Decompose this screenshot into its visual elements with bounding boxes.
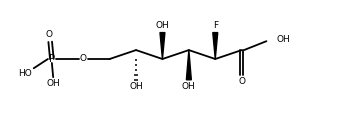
Text: O: O bbox=[80, 54, 87, 63]
Polygon shape bbox=[213, 33, 218, 59]
Text: OH: OH bbox=[46, 79, 60, 88]
Text: O: O bbox=[238, 77, 245, 86]
Text: OH: OH bbox=[156, 21, 169, 30]
Text: OH: OH bbox=[182, 82, 196, 91]
Text: O: O bbox=[46, 30, 53, 39]
Polygon shape bbox=[187, 50, 191, 80]
Text: OH: OH bbox=[277, 35, 291, 44]
Polygon shape bbox=[160, 33, 165, 59]
Text: P: P bbox=[49, 54, 55, 64]
Text: F: F bbox=[213, 21, 218, 30]
Text: HO: HO bbox=[18, 69, 32, 78]
Text: OH: OH bbox=[129, 82, 143, 91]
